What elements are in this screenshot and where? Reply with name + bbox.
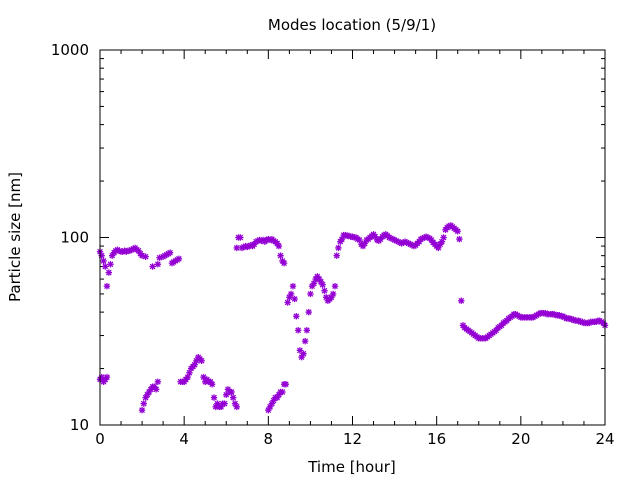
data-points bbox=[96, 222, 609, 414]
data-point bbox=[289, 282, 297, 290]
x-tick-label: 4 bbox=[179, 430, 189, 448]
data-point bbox=[287, 290, 295, 298]
data-point bbox=[275, 242, 283, 250]
data-point bbox=[140, 400, 147, 407]
data-point bbox=[149, 263, 156, 270]
data-point bbox=[284, 299, 291, 306]
y-tick-label: 100 bbox=[60, 229, 89, 247]
data-point bbox=[333, 252, 340, 259]
data-point bbox=[100, 257, 107, 265]
data-point bbox=[228, 388, 235, 396]
data-point bbox=[154, 261, 162, 268]
data-point bbox=[198, 357, 205, 364]
y-axis-label: Particle size [nm] bbox=[6, 172, 24, 302]
data-point bbox=[233, 403, 240, 411]
data-point bbox=[282, 381, 289, 388]
data-point bbox=[142, 253, 149, 260]
x-tick-label: 0 bbox=[95, 430, 105, 448]
x-tick-label: 8 bbox=[264, 430, 274, 448]
data-point bbox=[152, 386, 160, 393]
data-point bbox=[305, 308, 312, 316]
data-point bbox=[300, 350, 307, 357]
data-point bbox=[105, 269, 113, 276]
data-point bbox=[319, 281, 326, 288]
data-point bbox=[210, 394, 218, 401]
plot-frame bbox=[99, 49, 606, 426]
data-point bbox=[293, 313, 300, 320]
data-point bbox=[277, 252, 284, 259]
x-axis-label: Time [hour] bbox=[307, 458, 396, 476]
data-point bbox=[103, 282, 111, 290]
y-tick-label: 10 bbox=[70, 416, 89, 434]
data-point bbox=[142, 394, 149, 401]
data-point bbox=[280, 259, 288, 267]
data-point bbox=[229, 394, 237, 401]
axis-ticks: 0 4 8 12 16 20 24 10 100 1000 bbox=[51, 41, 615, 448]
data-point bbox=[237, 234, 244, 241]
data-point bbox=[321, 287, 328, 294]
data-point bbox=[301, 337, 309, 345]
data-point bbox=[102, 263, 109, 270]
data-point bbox=[331, 282, 339, 290]
data-point bbox=[458, 297, 465, 304]
data-point bbox=[103, 373, 111, 381]
x-tick-label: 12 bbox=[343, 430, 362, 448]
data-point bbox=[329, 290, 337, 298]
data-point bbox=[307, 290, 314, 298]
data-point bbox=[291, 295, 298, 303]
data-point bbox=[456, 235, 463, 243]
data-point bbox=[295, 327, 302, 334]
x-tick-label: 16 bbox=[427, 430, 446, 448]
data-point bbox=[138, 406, 146, 414]
data-point bbox=[175, 255, 183, 262]
chart-title: Modes location (5/9/1) bbox=[268, 16, 436, 34]
data-point bbox=[154, 378, 162, 385]
data-point bbox=[221, 400, 228, 407]
y-tick-label: 1000 bbox=[51, 41, 89, 59]
data-point bbox=[303, 327, 311, 334]
data-point bbox=[279, 388, 286, 396]
x-tick-label: 20 bbox=[511, 430, 530, 448]
data-point bbox=[440, 234, 447, 241]
x-tick-label: 24 bbox=[595, 430, 614, 448]
data-point bbox=[208, 381, 216, 388]
data-point bbox=[335, 244, 342, 252]
data-point bbox=[166, 249, 174, 256]
data-point bbox=[107, 261, 114, 268]
data-point bbox=[270, 397, 277, 404]
data-point bbox=[454, 228, 461, 235]
